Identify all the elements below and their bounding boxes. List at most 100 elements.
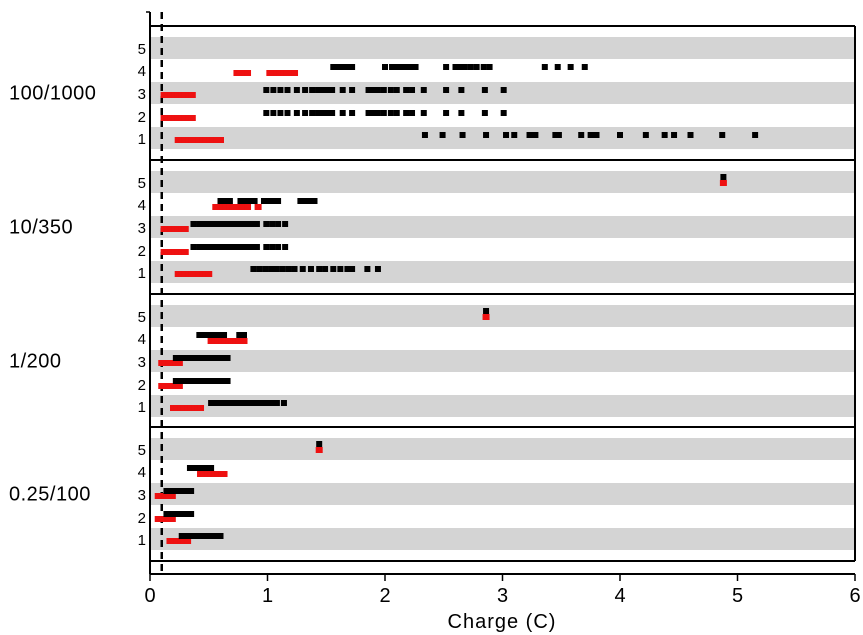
black-point [349, 87, 356, 93]
black-point [196, 332, 203, 338]
black-point [483, 308, 490, 314]
black-point [480, 64, 487, 70]
red-point [167, 115, 175, 121]
red-point [170, 538, 177, 544]
red-point [161, 516, 169, 522]
red-point [200, 471, 208, 477]
red-point [222, 204, 230, 210]
black-point [389, 64, 396, 70]
black-point [370, 110, 377, 116]
black-point [201, 465, 208, 471]
red-point [171, 115, 179, 121]
black-point [199, 332, 206, 338]
black-point [420, 87, 427, 93]
black-point [251, 198, 258, 204]
red-point [206, 137, 214, 143]
red-point [291, 70, 299, 76]
black-point [421, 132, 428, 138]
black-point [263, 244, 270, 250]
black-point [217, 533, 224, 539]
red-point [229, 204, 237, 210]
black-point [213, 332, 220, 338]
red-point [158, 493, 166, 499]
red-point [158, 383, 166, 389]
red-point [266, 70, 274, 76]
row-band [150, 350, 855, 372]
black-point [567, 64, 574, 70]
red-point [214, 471, 222, 477]
red-point [171, 249, 179, 255]
row-label: 1 [138, 399, 146, 416]
black-point [374, 110, 381, 116]
row-label: 3 [138, 86, 146, 103]
red-point [195, 271, 203, 277]
red-point [178, 271, 186, 277]
row-label: 4 [138, 63, 146, 80]
black-point [458, 87, 465, 93]
x-axis-label: Charge (C) [448, 611, 557, 633]
red-point [211, 471, 219, 477]
black-point [322, 266, 329, 272]
red-point [269, 70, 277, 76]
black-point [293, 110, 300, 116]
black-point [181, 488, 188, 494]
black-point [182, 533, 189, 539]
row-label: 2 [138, 510, 146, 527]
black-point [177, 355, 184, 361]
black-point [172, 378, 179, 384]
red-point [154, 493, 162, 499]
black-point [398, 64, 405, 70]
black-point [409, 110, 416, 116]
red-point [166, 538, 174, 544]
black-point [184, 511, 191, 517]
red-point [185, 137, 193, 143]
red-point [172, 383, 180, 389]
red-point [315, 447, 323, 453]
black-point [275, 221, 282, 227]
black-point [235, 221, 242, 227]
group-label: 100/1000 [9, 83, 96, 105]
black-point [302, 110, 309, 116]
black-point [541, 64, 548, 70]
black-point [241, 400, 247, 406]
red-point [181, 271, 189, 277]
red-point [187, 405, 195, 411]
black-point [285, 266, 292, 272]
black-point [277, 110, 284, 116]
black-point [279, 266, 286, 272]
black-point [526, 132, 533, 138]
black-point [174, 511, 181, 517]
black-point [244, 221, 251, 227]
black-point [170, 488, 177, 494]
row-label: 5 [138, 309, 146, 326]
black-point [374, 87, 381, 93]
black-point [339, 64, 346, 70]
black-point [210, 221, 217, 227]
black-point [483, 132, 490, 138]
black-point [330, 266, 337, 272]
x-tick-label: 3 [497, 585, 508, 607]
black-point [253, 221, 260, 227]
red-point [164, 249, 172, 255]
black-point [387, 110, 394, 116]
red-point [177, 538, 185, 544]
black-point [196, 221, 203, 227]
background-bands [150, 37, 855, 550]
black-point [374, 266, 381, 272]
red-point [174, 92, 182, 98]
black-point [263, 110, 270, 116]
black-point [365, 110, 372, 116]
red-point [244, 70, 252, 76]
black-point [275, 244, 282, 250]
black-point [403, 64, 410, 70]
black-point [344, 64, 351, 70]
black-point [230, 221, 237, 227]
black-point [196, 533, 203, 539]
black-point [511, 132, 518, 138]
red-point [240, 204, 248, 210]
black-point [191, 355, 198, 361]
row-label: 5 [138, 442, 146, 459]
black-point [532, 132, 539, 138]
black-point [393, 110, 400, 116]
black-point [273, 400, 280, 406]
